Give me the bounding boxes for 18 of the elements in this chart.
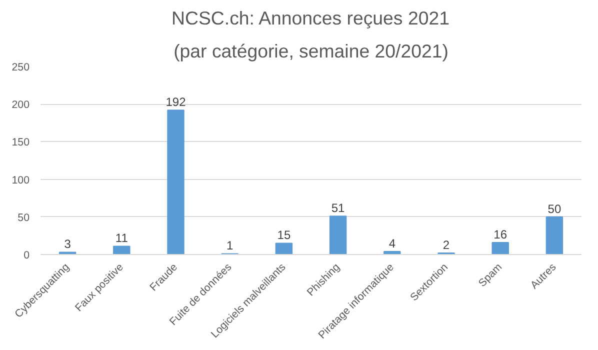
- data-label: 50: [548, 202, 562, 216]
- y-tick-label: 50: [18, 212, 30, 224]
- data-label: 4: [388, 236, 396, 250]
- data-label: 1: [226, 238, 234, 253]
- data-label: 3: [64, 237, 72, 252]
- y-tick-label: 150: [12, 136, 30, 149]
- y-tick-label: 0: [24, 250, 30, 262]
- y-tick-label: 250: [12, 62, 30, 74]
- data-label: 16: [494, 227, 508, 242]
- data-label: 2: [442, 238, 450, 252]
- chart-subtitle: (par catégorie, semaine 20/2021): [174, 40, 448, 62]
- data-label: 192: [166, 95, 186, 110]
- y-tick-label: 200: [12, 99, 30, 112]
- data-label: 51: [331, 201, 346, 216]
- data-label: 15: [277, 228, 291, 242]
- chart-title: NCSC.ch: Annonces reçues 2021: [172, 8, 450, 28]
- y-tick-label: 100: [12, 174, 30, 186]
- data-label: 11: [115, 231, 128, 246]
